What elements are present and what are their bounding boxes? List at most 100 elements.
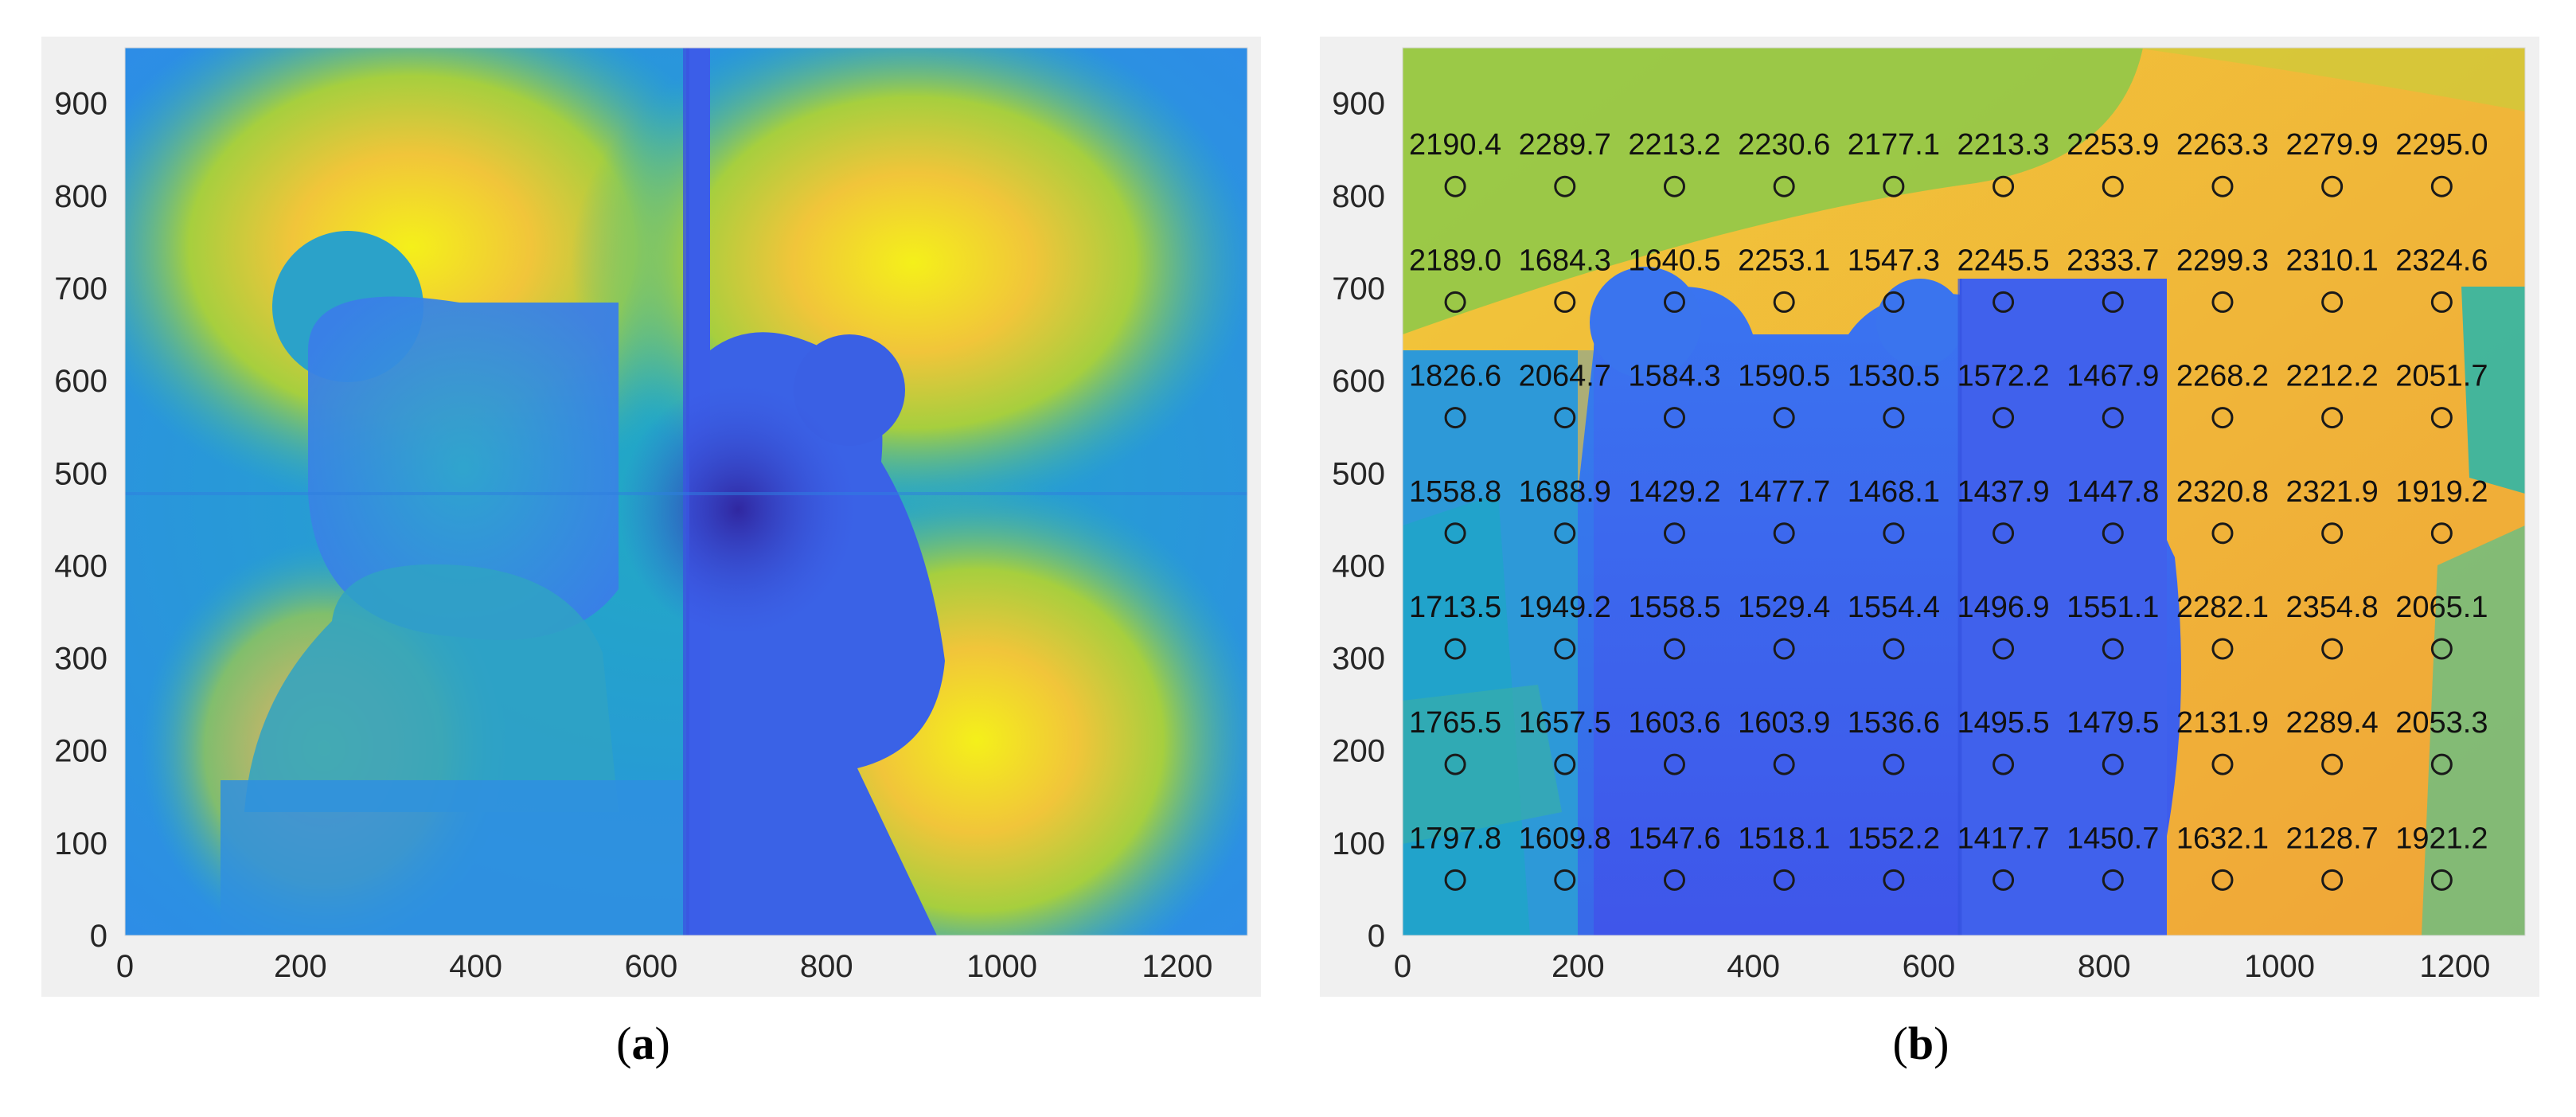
depth-value-label: 2263.3 — [2176, 128, 2269, 162]
panel-a-y-tick-label: 400 — [54, 549, 107, 584]
panel-a-y-tick-label: 0 — [90, 919, 107, 954]
depth-value-label: 1603.6 — [1628, 706, 1720, 740]
depth-value-label: 1554.4 — [1848, 591, 1940, 624]
sample-point-marker — [2430, 407, 2453, 429]
sample-point-marker — [2321, 869, 2344, 891]
depth-value-label: 1572.2 — [1957, 360, 2049, 393]
panel-a-y-tick-label: 800 — [54, 179, 107, 214]
sample-point-marker — [1773, 638, 1795, 660]
sample-point-marker — [1554, 291, 1576, 313]
panel-b-y-tick-label: 800 — [1332, 179, 1385, 214]
sample-point-marker — [1883, 175, 1905, 197]
sample-point-marker — [2211, 869, 2234, 891]
depth-value-label: 2253.9 — [2067, 128, 2159, 162]
sample-point-marker — [1883, 407, 1905, 429]
panel-b-y-tick-label: 100 — [1332, 826, 1385, 861]
panel-b-y-tick-label: 600 — [1332, 364, 1385, 399]
depth-value-label: 1713.5 — [1409, 591, 1501, 624]
depth-value-label: 1551.1 — [2067, 591, 2159, 624]
panel-b-y-tick-label: 300 — [1332, 642, 1385, 677]
sample-point-marker — [2102, 638, 2124, 660]
sample-point-marker — [1883, 291, 1905, 313]
sample-point-marker — [2211, 522, 2234, 545]
caption-b: (b) — [1893, 1017, 1950, 1069]
depth-value-label: 2245.5 — [1957, 244, 2049, 277]
panel-a-y-tick-label: 900 — [54, 87, 107, 122]
sample-point-marker — [1773, 869, 1795, 891]
depth-value-label: 2213.3 — [1957, 128, 2049, 162]
depth-value-label: 1688.9 — [1519, 475, 1611, 509]
panel-a-y-tick-label: 500 — [54, 456, 107, 491]
sample-point-marker — [1663, 522, 1685, 545]
sample-point-marker — [2321, 291, 2344, 313]
panel-b-x-tick-label: 200 — [1551, 949, 1605, 984]
depth-value-label: 2324.6 — [2395, 244, 2488, 277]
depth-value-label: 1765.5 — [1409, 706, 1501, 740]
sample-point-marker — [2430, 869, 2453, 891]
panel-a-axes: 0 200 400 600 800 1000 1200 0 100 200 300 400 500 600… — [54, 87, 1212, 984]
sample-point-marker — [1444, 638, 1466, 660]
sample-point-marker — [1883, 869, 1905, 891]
depth-value-label: 1547.6 — [1628, 822, 1720, 855]
sample-point-marker — [1773, 753, 1795, 775]
depth-value-label: 2289.7 — [1519, 128, 1611, 162]
depth-value-label: 1552.2 — [1848, 822, 1940, 855]
sample-point-marker — [1554, 175, 1576, 197]
panel-b-x-tick-label: 1200 — [2419, 949, 2490, 984]
depth-value-label: 2177.1 — [1848, 128, 1940, 162]
sample-point-marker — [1773, 175, 1795, 197]
depth-value-label: 2282.1 — [2176, 591, 2269, 624]
sample-point-marker — [2430, 291, 2453, 313]
panel-a-depth-image — [125, 48, 1247, 935]
depth-value-label: 1479.5 — [2067, 706, 2159, 740]
sample-point-marker — [1444, 869, 1466, 891]
panel-a-x-tick-label: 400 — [449, 949, 502, 984]
sample-point-marker — [1444, 753, 1466, 775]
sample-point-marker — [1773, 407, 1795, 429]
sample-point-marker — [1992, 522, 2015, 545]
panel-b-y-tick-label: 400 — [1332, 549, 1385, 584]
sample-point-marker — [2102, 407, 2124, 429]
sample-point-marker — [1992, 869, 2015, 891]
sample-point-marker — [1663, 175, 1685, 197]
depth-value-label: 2320.8 — [2176, 475, 2269, 509]
depth-value-label: 2253.1 — [1738, 244, 1830, 277]
sample-point-marker — [2321, 753, 2344, 775]
depth-value-label: 2299.3 — [2176, 244, 2269, 277]
sample-point-marker — [2321, 522, 2344, 545]
sample-point-marker — [1992, 291, 2015, 313]
sample-point-marker — [1663, 291, 1685, 313]
sample-point-marker — [2102, 291, 2124, 313]
sample-point-marker — [2102, 869, 2124, 891]
depth-value-label: 1530.5 — [1848, 360, 1940, 393]
depth-value-label: 2053.3 — [2395, 706, 2488, 740]
depth-value-label: 1450.7 — [2067, 822, 2159, 855]
panel-a-x-tick-label: 800 — [800, 949, 853, 984]
depth-value-label: 2213.2 — [1628, 128, 1720, 162]
depth-value-label: 2189.0 — [1409, 244, 1501, 277]
panel-b-x-tick-label: 400 — [1727, 949, 1780, 984]
depth-value-label: 1495.5 — [1957, 706, 2049, 740]
depth-value-label: 2333.7 — [2067, 244, 2159, 277]
depth-value-label: 1826.6 — [1409, 360, 1501, 393]
depth-value-label: 1949.2 — [1519, 591, 1611, 624]
caption-a: (a) — [616, 1017, 670, 1069]
panel-b-depth-image — [1403, 48, 2525, 935]
depth-value-label: 1640.5 — [1628, 244, 1720, 277]
panel-b-y-tick-label: 700 — [1332, 271, 1385, 307]
sample-point-marker — [1773, 291, 1795, 313]
depth-value-label: 1547.3 — [1848, 244, 1940, 277]
depth-value-label: 1536.6 — [1848, 706, 1940, 740]
sample-point-marker — [2211, 638, 2234, 660]
depth-value-label: 2289.4 — [2286, 706, 2379, 740]
sample-point-marker — [1883, 522, 1905, 545]
depth-value-label: 2051.7 — [2395, 360, 2488, 393]
sample-point-marker — [1554, 407, 1576, 429]
depth-value-label: 1609.8 — [1519, 822, 1611, 855]
sample-point-marker — [1554, 869, 1576, 891]
depth-value-label: 1518.1 — [1738, 822, 1830, 855]
panel-b-sample-points: 2190.4 2289.7 2213.2 2230.6 2177.1 2213.3 2253… — [1409, 128, 2488, 891]
sample-point-marker — [1663, 753, 1685, 775]
panel-a-x-tick-label: 600 — [625, 949, 678, 984]
